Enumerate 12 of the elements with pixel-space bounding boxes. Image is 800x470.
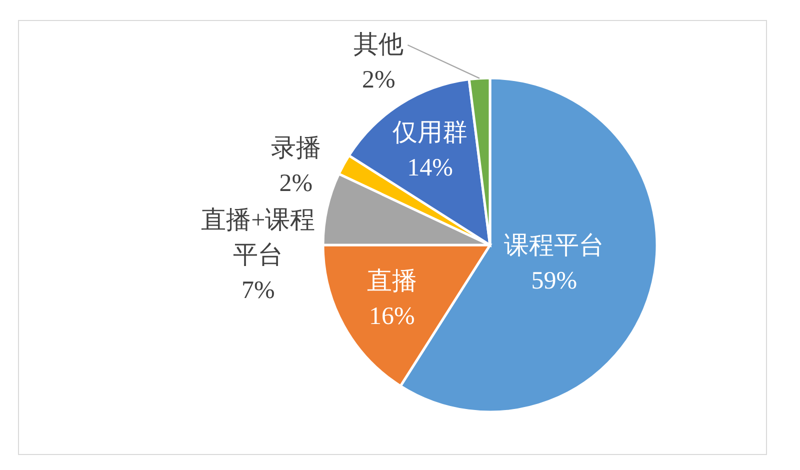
data-label: 16%: [369, 302, 415, 330]
slice-label: 直播: [366, 268, 417, 295]
data-label: 59%: [531, 268, 578, 295]
slice-label: 课程平台: [504, 232, 604, 260]
slice-label: 直播+课程平台: [201, 206, 316, 269]
slice-label: 录播: [270, 134, 321, 162]
slice-label: 其他: [354, 31, 404, 58]
data-label: 2%: [279, 170, 313, 197]
slice-label: 仅用群: [392, 120, 468, 147]
data-label: 2%: [362, 66, 396, 94]
data-label: 14%: [407, 154, 453, 182]
data-label: 7%: [241, 276, 275, 304]
